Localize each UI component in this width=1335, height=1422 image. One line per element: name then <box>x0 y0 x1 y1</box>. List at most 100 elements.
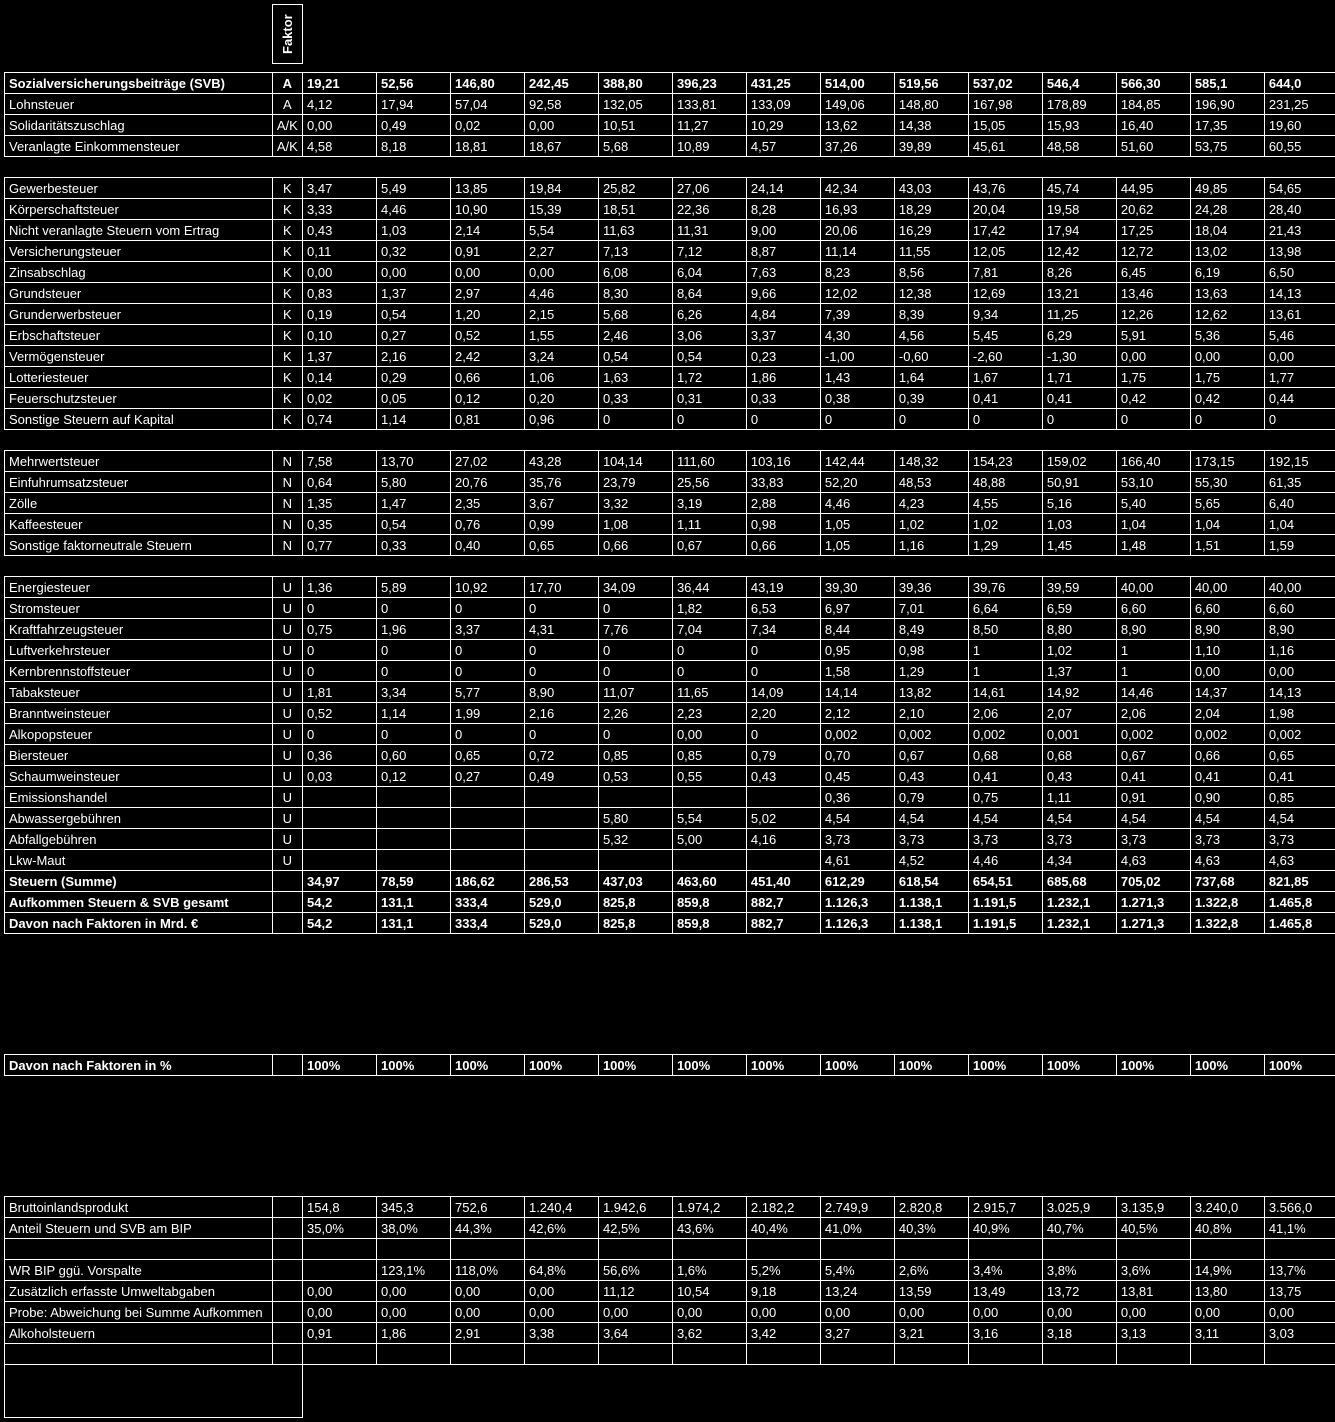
faktor-cell <box>272 1218 302 1239</box>
data-cell: 3,34 <box>377 682 451 703</box>
table-row: LotteriesteuerK0,140,290,661,061,631,721… <box>5 367 1335 388</box>
data-cell: 0,52 <box>450 325 524 346</box>
data-cell: 1.232,1 <box>1042 913 1116 934</box>
data-cell: 1,05 <box>820 514 894 535</box>
data-cell: 1.942,6 <box>598 1197 672 1218</box>
data-cell: 1,02 <box>968 514 1042 535</box>
faktor-cell: U <box>272 703 302 724</box>
data-cell <box>377 829 451 850</box>
data-cell: 159,02 <box>1042 451 1116 472</box>
data-cell: 4,31 <box>524 619 598 640</box>
data-cell: 0,00 <box>894 1302 968 1323</box>
data-cell: 40,9% <box>968 1218 1042 1239</box>
data-cell: 5,77 <box>450 682 524 703</box>
data-cell: 4,30 <box>820 325 894 346</box>
data-cell: 3,73 <box>1264 829 1335 850</box>
table-row: KaffeesteuerN0,350,540,760,991,081,110,9… <box>5 514 1335 535</box>
table-row: Anteil Steuern und SVB am BIP35,0%38,0%4… <box>5 1218 1335 1239</box>
blank-row <box>5 1344 1335 1365</box>
data-cell: 1,10 <box>1190 640 1264 661</box>
data-cell: 5,40 <box>1116 493 1190 514</box>
data-cell: 100% <box>1042 1055 1116 1076</box>
data-cell: 0,44 <box>1264 388 1335 409</box>
data-cell: 5,32 <box>598 829 672 850</box>
data-cell: 5,45 <box>968 325 1042 346</box>
data-cell: 0,33 <box>377 535 451 556</box>
table-row: Lkw-MautU4,614,524,464,344,634,634,63 <box>5 850 1335 871</box>
row-label: Grunderwerbsteuer <box>5 304 273 325</box>
data-cell: 0,00 <box>1190 661 1264 682</box>
data-cell: 0,67 <box>894 745 968 766</box>
table-row: FeuerschutzsteuerK0,020,050,120,200,330,… <box>5 388 1335 409</box>
data-cell: 1,55 <box>524 325 598 346</box>
table-row: Sonstige faktorneutrale SteuernN0,770,33… <box>5 535 1335 556</box>
blank-row <box>5 1176 1335 1197</box>
data-cell: 0,00 <box>524 262 598 283</box>
faktor-cell <box>272 1323 302 1344</box>
data-cell: 0,00 <box>1190 1302 1264 1323</box>
data-cell: 1,16 <box>894 535 968 556</box>
data-cell: 6,59 <box>1042 598 1116 619</box>
blank-row <box>5 1116 1335 1136</box>
data-cell: 0,67 <box>672 535 746 556</box>
blank-row <box>5 1239 1335 1260</box>
data-cell: 55,30 <box>1190 472 1264 493</box>
data-cell: 1,03 <box>1042 514 1116 535</box>
data-cell: 437,03 <box>598 871 672 892</box>
data-cell: 3,27 <box>820 1323 894 1344</box>
faktor-cell: K <box>272 178 302 199</box>
section-gap <box>5 430 1335 451</box>
data-cell: 882,7 <box>746 892 820 913</box>
row-label: Aufkommen Steuern & SVB gesamt <box>5 892 273 913</box>
table-row: AbfallgebührenU5,325,004,163,733,733,733… <box>5 829 1335 850</box>
data-cell: 0 <box>377 724 451 745</box>
data-cell: 1.126,3 <box>820 913 894 934</box>
data-cell: 0,00 <box>746 1302 820 1323</box>
data-cell: 1,51 <box>1190 535 1264 556</box>
data-cell: 3,47 <box>303 178 377 199</box>
data-cell: 0 <box>303 724 377 745</box>
table-row: Aufkommen Steuern & SVB gesamt54,2131,13… <box>5 892 1335 913</box>
table-row: Sozialversicherungsbeiträge (SVB)A19,215… <box>5 73 1335 94</box>
data-cell: 0,55 <box>672 766 746 787</box>
data-cell: -1,00 <box>820 346 894 367</box>
data-cell: 35,0% <box>303 1218 377 1239</box>
data-cell: 1,45 <box>1042 535 1116 556</box>
data-cell: 4,58 <box>303 136 377 157</box>
row-label: Gewerbesteuer <box>5 178 273 199</box>
data-cell: 15,39 <box>524 199 598 220</box>
data-cell: 13,70 <box>377 451 451 472</box>
data-cell: 45,74 <box>1042 178 1116 199</box>
data-cell: 1.271,3 <box>1116 892 1190 913</box>
data-cell: 4,56 <box>894 325 968 346</box>
faktor-cell: K <box>272 241 302 262</box>
row-label: Zusätzlich erfasste Umweltabgaben <box>5 1281 273 1302</box>
data-cell: 25,56 <box>672 472 746 493</box>
data-cell <box>450 829 524 850</box>
data-cell: 15,93 <box>1042 115 1116 136</box>
data-cell: 8,44 <box>820 619 894 640</box>
data-cell: 2,23 <box>672 703 746 724</box>
data-cell: 1 <box>1116 640 1190 661</box>
data-cell: 92,58 <box>524 94 598 115</box>
data-cell: 882,7 <box>746 913 820 934</box>
data-cell: -0,60 <box>894 346 968 367</box>
data-cell: 3,8% <box>1042 1260 1116 1281</box>
data-cell: 17,42 <box>968 220 1042 241</box>
data-cell: 18,29 <box>894 199 968 220</box>
data-cell <box>303 829 377 850</box>
data-cell: 8,26 <box>1042 262 1116 283</box>
table-row: Zusätzlich erfasste Umweltabgaben0,000,0… <box>5 1281 1335 1302</box>
data-cell: 42,34 <box>820 178 894 199</box>
data-cell: 3.135,9 <box>1116 1197 1190 1218</box>
data-cell: 16,29 <box>894 220 968 241</box>
data-cell: 41,0% <box>820 1218 894 1239</box>
data-cell: 78,59 <box>377 871 451 892</box>
row-label: Probe: Abweichung bei Summe Aufkommen <box>5 1302 273 1323</box>
data-cell: 10,54 <box>672 1281 746 1302</box>
data-cell: 43,76 <box>968 178 1042 199</box>
data-cell: 4,46 <box>968 850 1042 871</box>
data-cell: 0,00 <box>1264 346 1335 367</box>
data-cell: 40,3% <box>894 1218 968 1239</box>
data-cell: 0,99 <box>524 514 598 535</box>
